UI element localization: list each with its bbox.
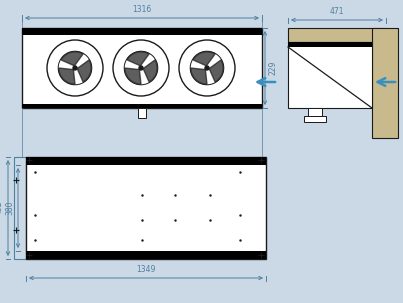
Polygon shape <box>77 60 91 82</box>
Polygon shape <box>191 68 207 84</box>
Bar <box>288 42 372 47</box>
Bar <box>308 108 322 116</box>
Bar <box>372 28 398 138</box>
Polygon shape <box>143 60 157 82</box>
Bar <box>26 157 266 165</box>
Bar <box>14 157 26 259</box>
Bar <box>138 108 146 118</box>
Bar <box>304 116 326 122</box>
Circle shape <box>205 66 209 70</box>
Bar <box>288 28 386 42</box>
Circle shape <box>139 66 143 70</box>
Text: 1316: 1316 <box>132 5 152 14</box>
Bar <box>22 28 262 108</box>
Bar <box>26 157 266 259</box>
Bar <box>22 104 262 108</box>
Polygon shape <box>61 52 83 66</box>
Polygon shape <box>59 68 75 84</box>
Polygon shape <box>127 52 149 66</box>
Polygon shape <box>193 52 215 66</box>
Bar <box>288 42 372 108</box>
Polygon shape <box>125 68 141 84</box>
Text: 1349: 1349 <box>136 265 156 274</box>
Bar <box>26 251 266 259</box>
Text: 471: 471 <box>330 7 344 16</box>
Circle shape <box>73 66 77 70</box>
Text: 380: 380 <box>5 201 14 215</box>
Polygon shape <box>209 60 223 82</box>
Text: 452: 452 <box>0 201 4 215</box>
Bar <box>22 28 262 35</box>
Text: 229: 229 <box>269 61 278 75</box>
